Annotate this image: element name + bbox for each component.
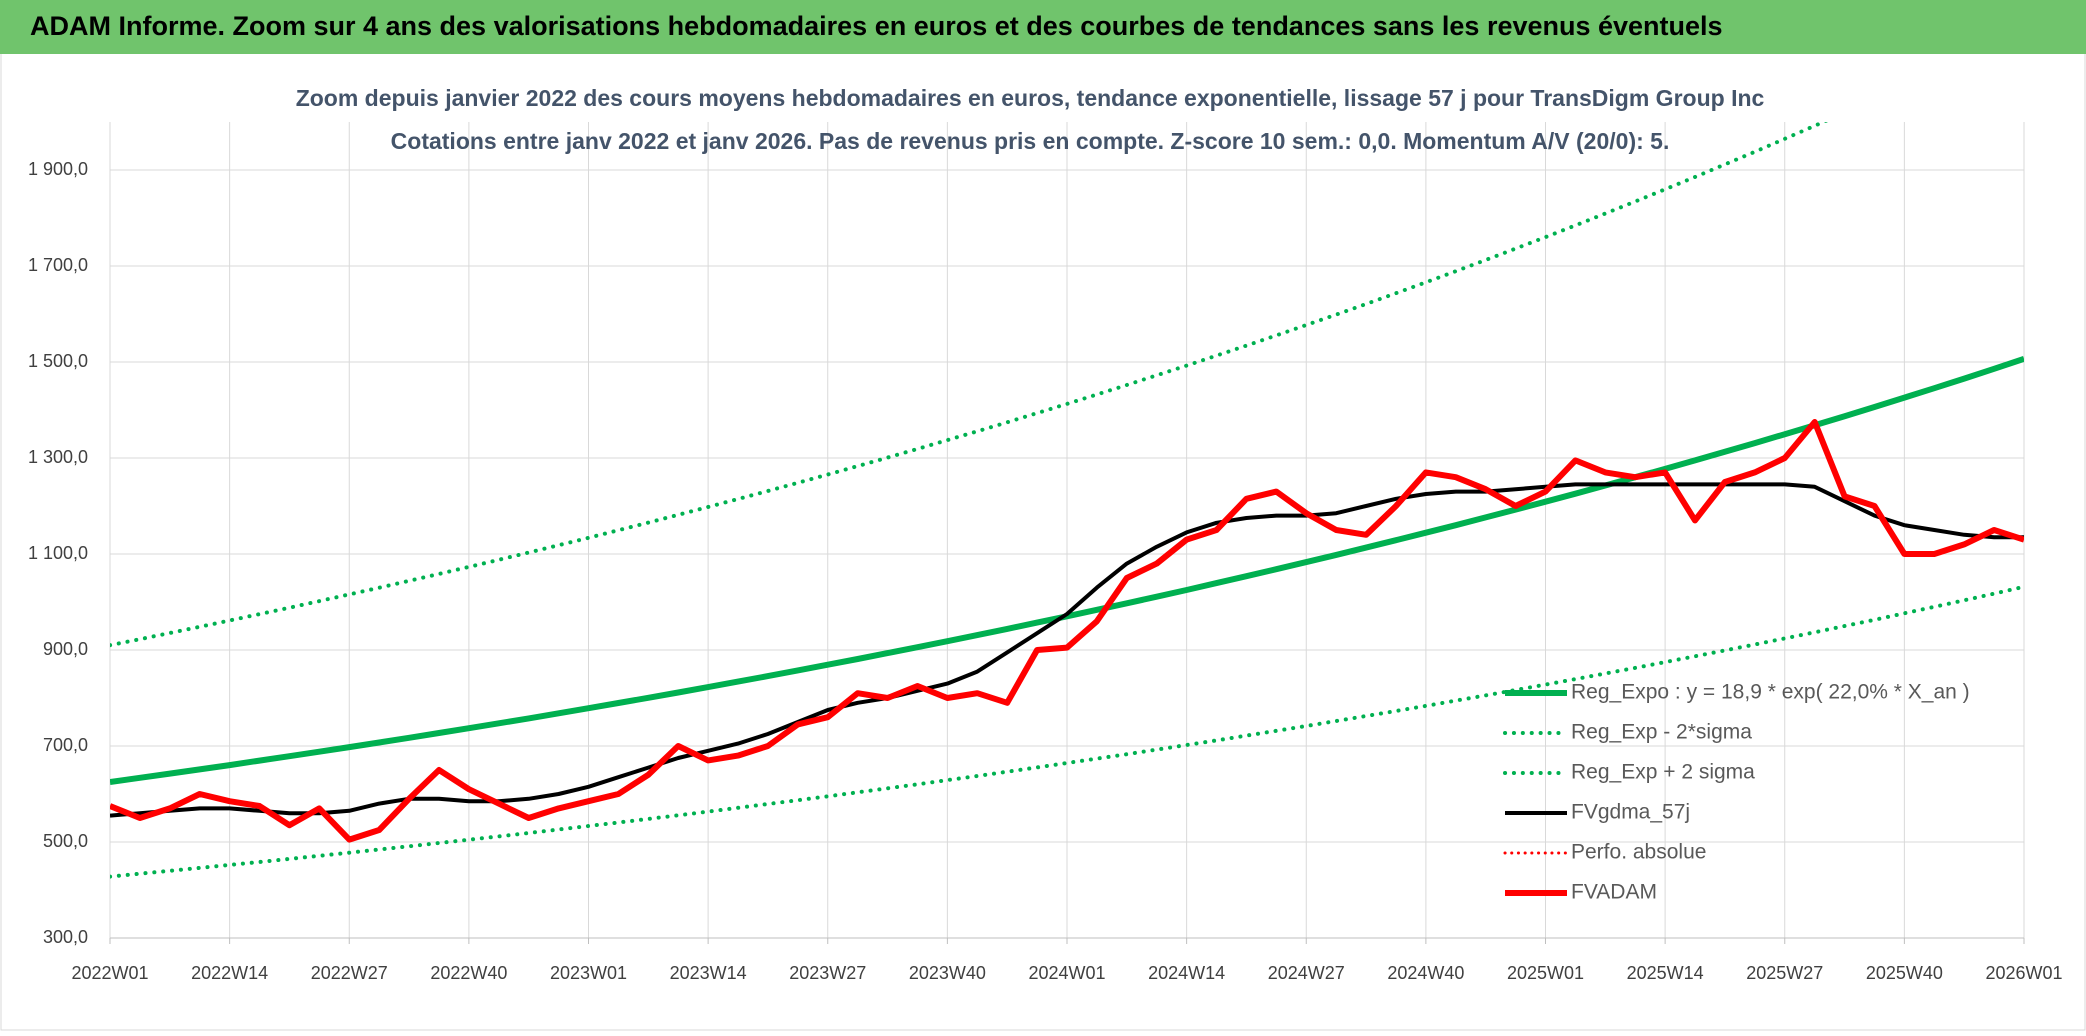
x-tick-label: 2022W40 xyxy=(430,963,507,983)
header-band xyxy=(0,0,2086,54)
series-line xyxy=(110,419,2024,843)
series-line xyxy=(110,482,2024,818)
x-tick-label: 2023W40 xyxy=(909,963,986,983)
y-tick-label: 1 700,0 xyxy=(28,255,88,275)
x-tick-label: 2023W14 xyxy=(670,963,747,983)
x-tick-label: 2025W27 xyxy=(1746,963,1823,983)
y-tick-label: 500,0 xyxy=(43,831,88,851)
x-tick-label: 2026W01 xyxy=(1985,963,2062,983)
x-tick-label: 2022W14 xyxy=(191,963,268,983)
y-tick-label: 1 500,0 xyxy=(28,351,88,371)
plot xyxy=(110,122,2024,879)
legend-label: FVADAM xyxy=(1571,881,1657,904)
legend-label: Perfo. absolue xyxy=(1571,841,1706,864)
y-tick-label: 900,0 xyxy=(43,639,88,659)
chart-subtitle: Cotations entre janv 2022 et janv 2026. … xyxy=(391,128,1670,154)
y-tick-label: 300,0 xyxy=(43,927,88,947)
legend: Reg_Expo : y = 18,9 * exp( 22,0% * X_an … xyxy=(1503,681,1970,904)
x-tick-label: 2024W40 xyxy=(1387,963,1464,983)
legend-label: FVgdma_57j xyxy=(1571,801,1690,824)
legend-label: Reg_Exp - 2*sigma xyxy=(1571,721,1752,744)
x-tick-label: 2022W01 xyxy=(71,963,148,983)
x-tick-label: 2024W14 xyxy=(1148,963,1225,983)
header-title: ADAM Informe. Zoom sur 4 ans des valoris… xyxy=(30,11,1723,41)
y-tick-label: 1 300,0 xyxy=(28,447,88,467)
legend-label: Reg_Expo : y = 18,9 * exp( 22,0% * X_an … xyxy=(1571,681,1970,704)
series-line xyxy=(110,122,1829,648)
x-tick-label: 2023W27 xyxy=(789,963,866,983)
x-tick-label: 2024W01 xyxy=(1028,963,1105,983)
x-tick-label: 2022W27 xyxy=(311,963,388,983)
legend-label: Reg_Exp + 2 sigma xyxy=(1571,761,1755,784)
x-tick-label: 2025W14 xyxy=(1627,963,1704,983)
x-tick-label: 2025W01 xyxy=(1507,963,1584,983)
y-tick-label: 1 100,0 xyxy=(28,543,88,563)
y-tick-label: 1 900,0 xyxy=(28,159,88,179)
series-line xyxy=(110,584,2024,879)
x-tick-label: 2023W01 xyxy=(550,963,627,983)
chart-subtitle: Zoom depuis janvier 2022 des cours moyen… xyxy=(296,85,1765,111)
x-tick-label: 2024W27 xyxy=(1268,963,1345,983)
x-tick-label: 2025W40 xyxy=(1866,963,1943,983)
y-tick-label: 700,0 xyxy=(43,735,88,755)
